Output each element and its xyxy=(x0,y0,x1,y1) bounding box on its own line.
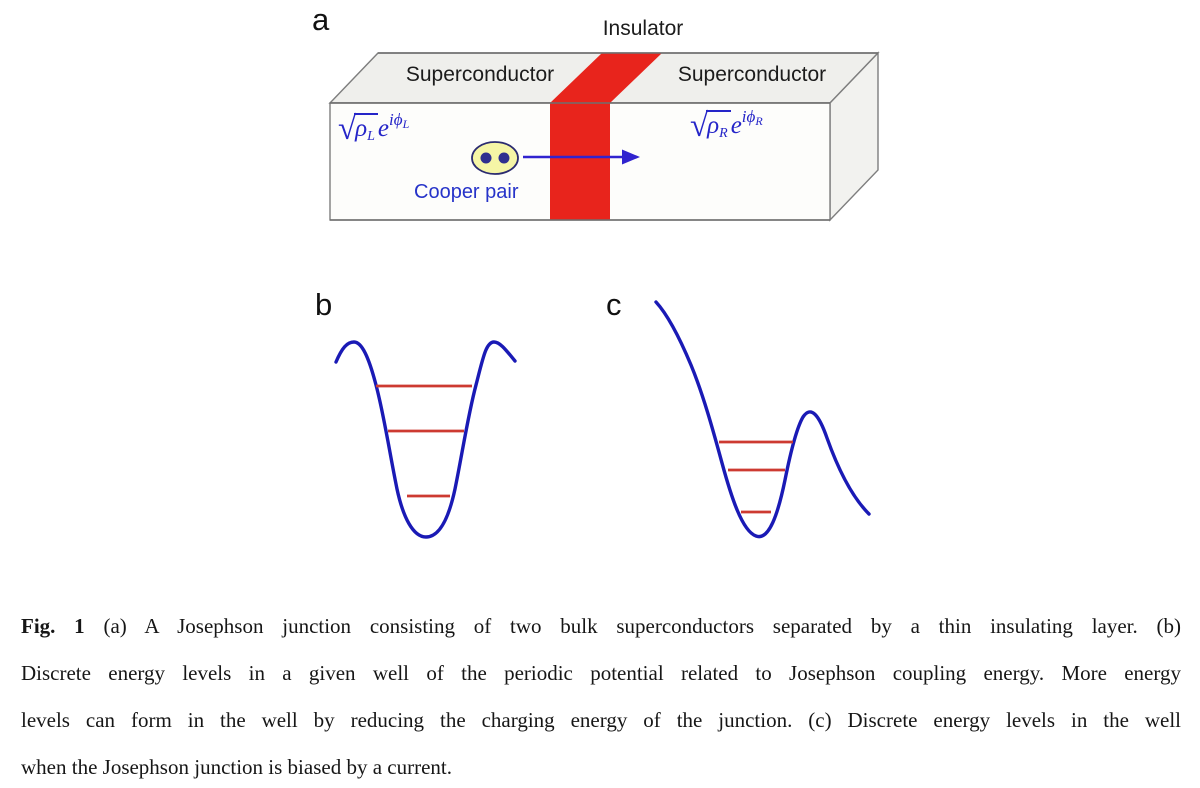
insulator-label: Insulator xyxy=(602,17,684,40)
formula-right-exponent: iϕ xyxy=(741,107,756,126)
formula-left-radicand-sub: L xyxy=(367,129,375,144)
cooper-pair-label: Cooper pair xyxy=(414,181,519,203)
potential-well-c xyxy=(654,300,871,539)
caption-line-1-text: (a) A Josephson junction consisting of t… xyxy=(84,614,1182,638)
superconductor-right-label: Superconductor xyxy=(677,63,827,86)
formula-right: √ρR eiϕR xyxy=(690,107,763,144)
caption-line-2: Discrete energy levels in a given well o… xyxy=(21,661,1181,685)
formula-left: √ρL eiϕL xyxy=(338,110,410,147)
well-curve-c xyxy=(654,300,871,539)
superconductor-left-label: Superconductor xyxy=(405,63,555,86)
formula-left-base: e xyxy=(377,115,390,142)
formula-left-exponent: iϕ xyxy=(389,110,403,129)
formula-left-exponent-sub: L xyxy=(402,117,410,131)
cooper-pair-ellipse xyxy=(471,141,519,175)
josephson-junction-diagram xyxy=(328,51,880,222)
caption-figure-number: Fig. 1 xyxy=(21,614,85,638)
cooper-pair-electron-left xyxy=(480,152,492,164)
caption-line-1: Fig. 1 (a) A Josephson junction consisti… xyxy=(21,603,1181,650)
formula-right-exponent-sub: R xyxy=(755,114,763,128)
tunneling-arrow-head xyxy=(622,149,640,165)
well-curve-b xyxy=(334,340,517,539)
insulator-stripe-top xyxy=(550,53,662,103)
panel-a-label: a xyxy=(312,2,330,37)
cooper-pair-electron-right xyxy=(498,152,510,164)
formula-right-base: e xyxy=(730,112,742,139)
panel-c-label: c xyxy=(606,287,622,322)
formula-right-radicand: ρ xyxy=(707,112,720,139)
sqrt-icon: √ xyxy=(338,111,357,147)
figure-artwork xyxy=(328,51,880,539)
potential-well-b xyxy=(334,340,517,539)
formula-right-radicand-sub: R xyxy=(719,126,728,141)
sqrt-icon: √ xyxy=(690,108,709,144)
figure-caption: Fig. 1 (a) A Josephson junction consisti… xyxy=(21,603,1181,788)
formula-left-radicand: ρ xyxy=(355,115,368,142)
panel-b-label: b xyxy=(315,287,333,322)
insulator-stripe-front xyxy=(550,103,610,220)
caption-line-4: when the Josephson junction is biased by… xyxy=(21,755,452,779)
caption-line-3: levels can form in the well by reducing … xyxy=(21,708,1181,732)
